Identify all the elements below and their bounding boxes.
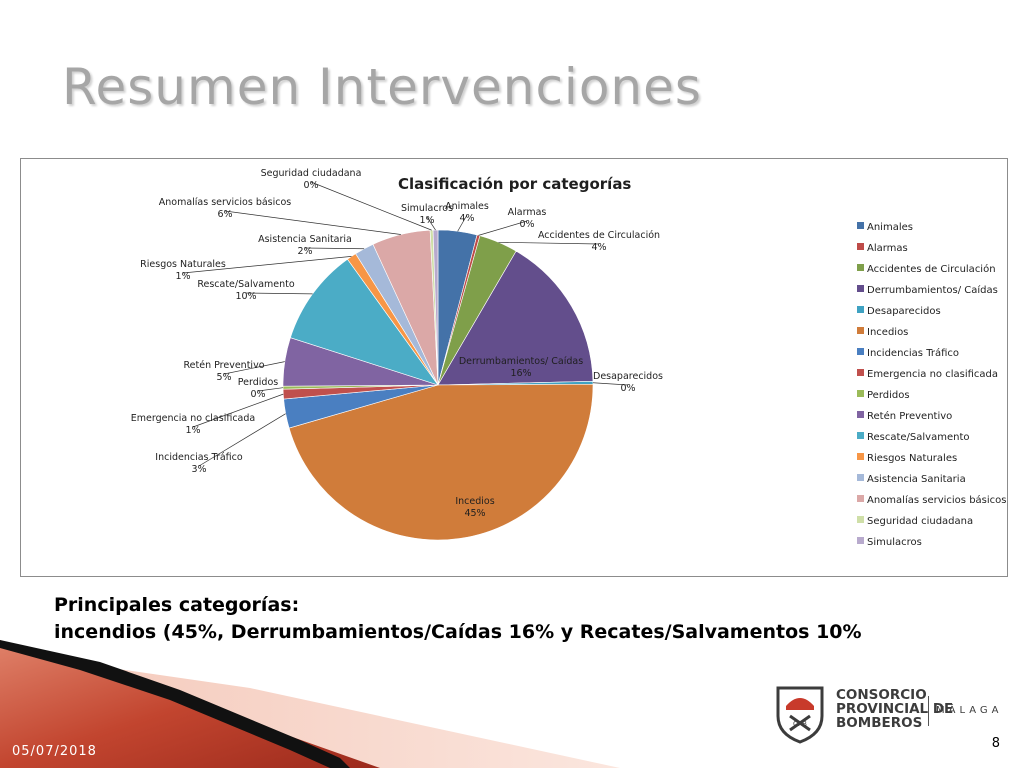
slice-label-derrumbamientos-caidas: Derrumbamientos/ Caídas 16% [459, 356, 583, 379]
slice-label-accidentes-de-circulacion: Accidentes de Circulación 4% [538, 230, 660, 253]
legend-item-perdidos: Perdidos [867, 390, 910, 401]
pie-slice-incedios [288, 383, 594, 541]
legend-swatch-asistencia-sanitaria [857, 474, 864, 481]
logo-line-1: CONSORCIO [836, 687, 927, 703]
legend-swatch-incidencias-trafico [857, 348, 864, 355]
legend-item-desaparecidos: Desaparecidos [867, 306, 941, 317]
slice-label-rescate-salvamento: Rescate/Salvamento 10% [197, 279, 295, 302]
summary-text: Principales categorías: incendios (45%, … [54, 592, 862, 646]
firefighter-helmet-shield-icon: CPB [776, 686, 824, 744]
legend-swatch-reten-preventivo [857, 411, 864, 418]
footer-date: 05/07/2018 [12, 744, 97, 759]
leader-line-alarmas [478, 220, 528, 236]
logo-city: MÁLAGA [936, 705, 1003, 716]
legend-item-rescate-salvamento: Rescate/Salvamento [867, 432, 970, 443]
summary-body: incendios (45%, Derrumbamientos/Caídas 1… [54, 621, 862, 643]
slice-label-incidencias-trafico: Incidencias Tráfico 3% [155, 452, 243, 475]
slice-label-simulacros: Simulacros 1% [401, 203, 453, 226]
slice-labels: Animales 4% Alarmas 0%Accidentes de Circula… [131, 168, 663, 519]
pie-slice-derrumbamientos-caidas [437, 250, 594, 386]
pie-chart-panel: Clasificación por categorías Animales 4% A… [20, 158, 1008, 577]
pie-chart: Clasificación por categorías Animales 4%A… [131, 168, 1007, 548]
legend-swatch-accidentes-de-circulacion [857, 264, 864, 271]
leader-line-perdidos [257, 387, 284, 392]
slice-label-desaparecidos: Desaparecidos 0% [593, 371, 663, 394]
chart-legend: Animales Alarmas Accidentes de Circulación… [857, 222, 1006, 548]
legend-swatch-incedios [857, 327, 864, 334]
legend-item-riesgos-naturales: Riesgos Naturales [867, 453, 957, 464]
legend-item-incedios: Incedios [867, 327, 908, 338]
slice-label-alarmas: Alarmas 0% [508, 207, 547, 230]
legend-swatch-emergencia-no-clasificada [857, 369, 864, 376]
legend-item-derrumbamientos-caidas: Derrumbamientos/ Caídas [867, 284, 998, 296]
legend-item-anomalias-servicios-basicos: Anomalías servicios básicos [867, 494, 1006, 506]
leader-line-reten-preventivo [223, 361, 285, 375]
leader-line-seguridad-ciudadana [310, 181, 432, 231]
slice-label-reten-preventivo: Retén Preventivo 5% [183, 360, 264, 383]
logo-line-2: PROVINCIAL DE [836, 701, 954, 717]
legend-item-incidencias-trafico: Incidencias Tráfico [867, 347, 959, 359]
legend-swatch-perdidos [857, 390, 864, 397]
legend-item-emergencia-no-clasificada: Emergencia no clasificada [867, 369, 998, 380]
legend-item-accidentes-de-circulacion: Accidentes de Circulación [867, 263, 996, 275]
leader-line-accidentes-de-circulacion [498, 241, 600, 245]
leader-line-riesgos-naturales [182, 256, 352, 274]
slice-label-riesgos-naturales: Riesgos Naturales 1% [140, 259, 226, 282]
logo-line-3: BOMBEROS [836, 715, 923, 731]
slice-label-asistencia-sanitaria: Asistencia Sanitaria 2% [258, 234, 352, 257]
legend-swatch-derrumbamientos-caidas [857, 285, 864, 292]
organization-logo: CPB CONSORCIO PROVINCIAL DE BOMBEROS MÁL… [772, 682, 1002, 746]
slice-label-animales: Animales 4% [445, 201, 489, 224]
leader-line-animales [457, 214, 468, 232]
slice-label-emergencia-no-clasificada: Emergencia no clasificada 1% [131, 413, 255, 436]
slice-label-anomalias-servicios-basicos: Anomalías servicios básicos 6% [159, 197, 292, 220]
legend-swatch-seguridad-ciudadana [857, 516, 864, 523]
legend-swatch-riesgos-naturales [857, 453, 864, 460]
legend-item-alarmas: Alarmas [867, 243, 908, 254]
leader-lines [182, 181, 629, 467]
legend-swatch-simulacros [857, 537, 864, 544]
slice-label-seguridad-ciudadana: Seguridad ciudadana 0% [261, 168, 362, 191]
legend-item-asistencia-sanitaria: Asistencia Sanitaria [867, 474, 966, 485]
chart-title: Clasificación por categorías [398, 175, 631, 193]
leader-line-simulacros [426, 216, 436, 231]
logo-organization-name: CONSORCIO PROVINCIAL DE BOMBEROS [836, 688, 953, 730]
legend-swatch-rescate-salvamento [857, 432, 864, 439]
legend-swatch-alarmas [857, 243, 864, 250]
pie-slices [282, 229, 594, 541]
logo-separator [928, 696, 929, 726]
page-number: 8 [991, 736, 1000, 751]
legend-swatch-desaparecidos [857, 306, 864, 313]
legend-item-animales: Animales [867, 222, 913, 233]
legend-swatch-animales [857, 222, 864, 229]
slice-label-perdidos: Perdidos 0% [238, 377, 278, 400]
legend-item-seguridad-ciudadana: Seguridad ciudadana [867, 516, 973, 527]
leader-line-rescate-salvamento [245, 292, 313, 295]
summary-heading: Principales categorías: [54, 594, 300, 616]
leader-line-asistencia-sanitaria [304, 247, 365, 250]
legend-item-simulacros: Simulacros [867, 537, 922, 548]
legend-swatch-anomalias-servicios-basicos [857, 495, 864, 502]
leader-line-desaparecidos [592, 382, 629, 386]
emblem-text: CPB [793, 720, 807, 728]
footer-decoration [0, 640, 620, 768]
slide-title: Resumen Intervenciones [62, 58, 702, 116]
slice-label-incedios: Incedios 45% [455, 496, 494, 519]
leader-line-emergencia-no-clasificada [192, 393, 284, 428]
leader-line-incidencias-trafico [198, 413, 286, 467]
legend-item-reten-preventivo: Retén Preventivo [867, 410, 952, 422]
leader-line-anomalias-servicios-basicos [224, 210, 401, 235]
